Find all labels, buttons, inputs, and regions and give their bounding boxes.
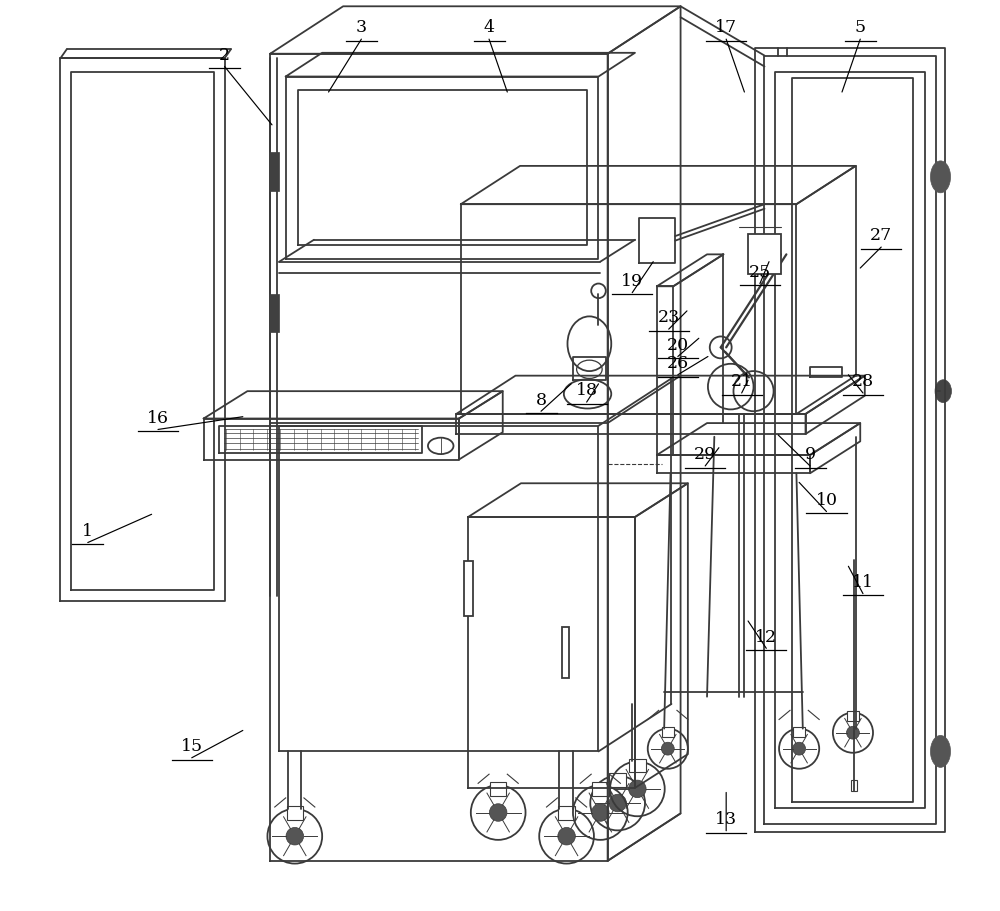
Text: 16: 16 <box>147 409 169 426</box>
Text: 17: 17 <box>715 19 737 36</box>
Bar <box>662 727 674 737</box>
Bar <box>558 806 575 820</box>
Text: 29: 29 <box>694 445 716 463</box>
Ellipse shape <box>930 161 951 193</box>
Text: 10: 10 <box>815 491 837 508</box>
Text: 15: 15 <box>181 737 203 754</box>
Text: 11: 11 <box>852 573 874 590</box>
Text: 1: 1 <box>82 522 93 539</box>
Bar <box>592 783 609 796</box>
Bar <box>851 780 857 791</box>
Text: 2: 2 <box>219 46 230 64</box>
Bar <box>269 153 279 191</box>
Bar <box>847 711 859 721</box>
Bar <box>609 773 626 787</box>
Circle shape <box>847 726 859 740</box>
Text: 3: 3 <box>356 19 367 36</box>
Text: 12: 12 <box>755 628 777 645</box>
Circle shape <box>489 804 507 822</box>
Text: 18: 18 <box>576 382 598 399</box>
Text: 25: 25 <box>749 263 771 281</box>
Bar <box>748 235 781 275</box>
Ellipse shape <box>935 381 951 403</box>
Text: 4: 4 <box>484 19 495 36</box>
Circle shape <box>592 804 609 822</box>
Bar <box>490 783 506 796</box>
Bar <box>793 727 805 737</box>
Bar <box>464 561 473 616</box>
Text: 9: 9 <box>805 445 816 463</box>
Circle shape <box>793 742 806 755</box>
Circle shape <box>558 827 575 845</box>
Bar <box>629 759 646 773</box>
Text: 26: 26 <box>667 354 689 372</box>
Circle shape <box>629 780 646 798</box>
Text: 28: 28 <box>852 373 874 390</box>
Text: 20: 20 <box>667 336 689 353</box>
Text: 23: 23 <box>658 309 680 326</box>
Bar <box>562 628 569 678</box>
Circle shape <box>286 827 304 845</box>
Text: 27: 27 <box>870 227 892 244</box>
Text: 8: 8 <box>536 391 547 408</box>
Bar <box>287 806 303 820</box>
Ellipse shape <box>930 736 951 767</box>
Text: 19: 19 <box>621 272 643 290</box>
Text: 13: 13 <box>715 810 737 827</box>
Text: 5: 5 <box>855 19 866 36</box>
Circle shape <box>609 794 626 812</box>
Text: 21: 21 <box>731 373 753 390</box>
Bar <box>269 294 279 333</box>
Circle shape <box>661 742 674 755</box>
